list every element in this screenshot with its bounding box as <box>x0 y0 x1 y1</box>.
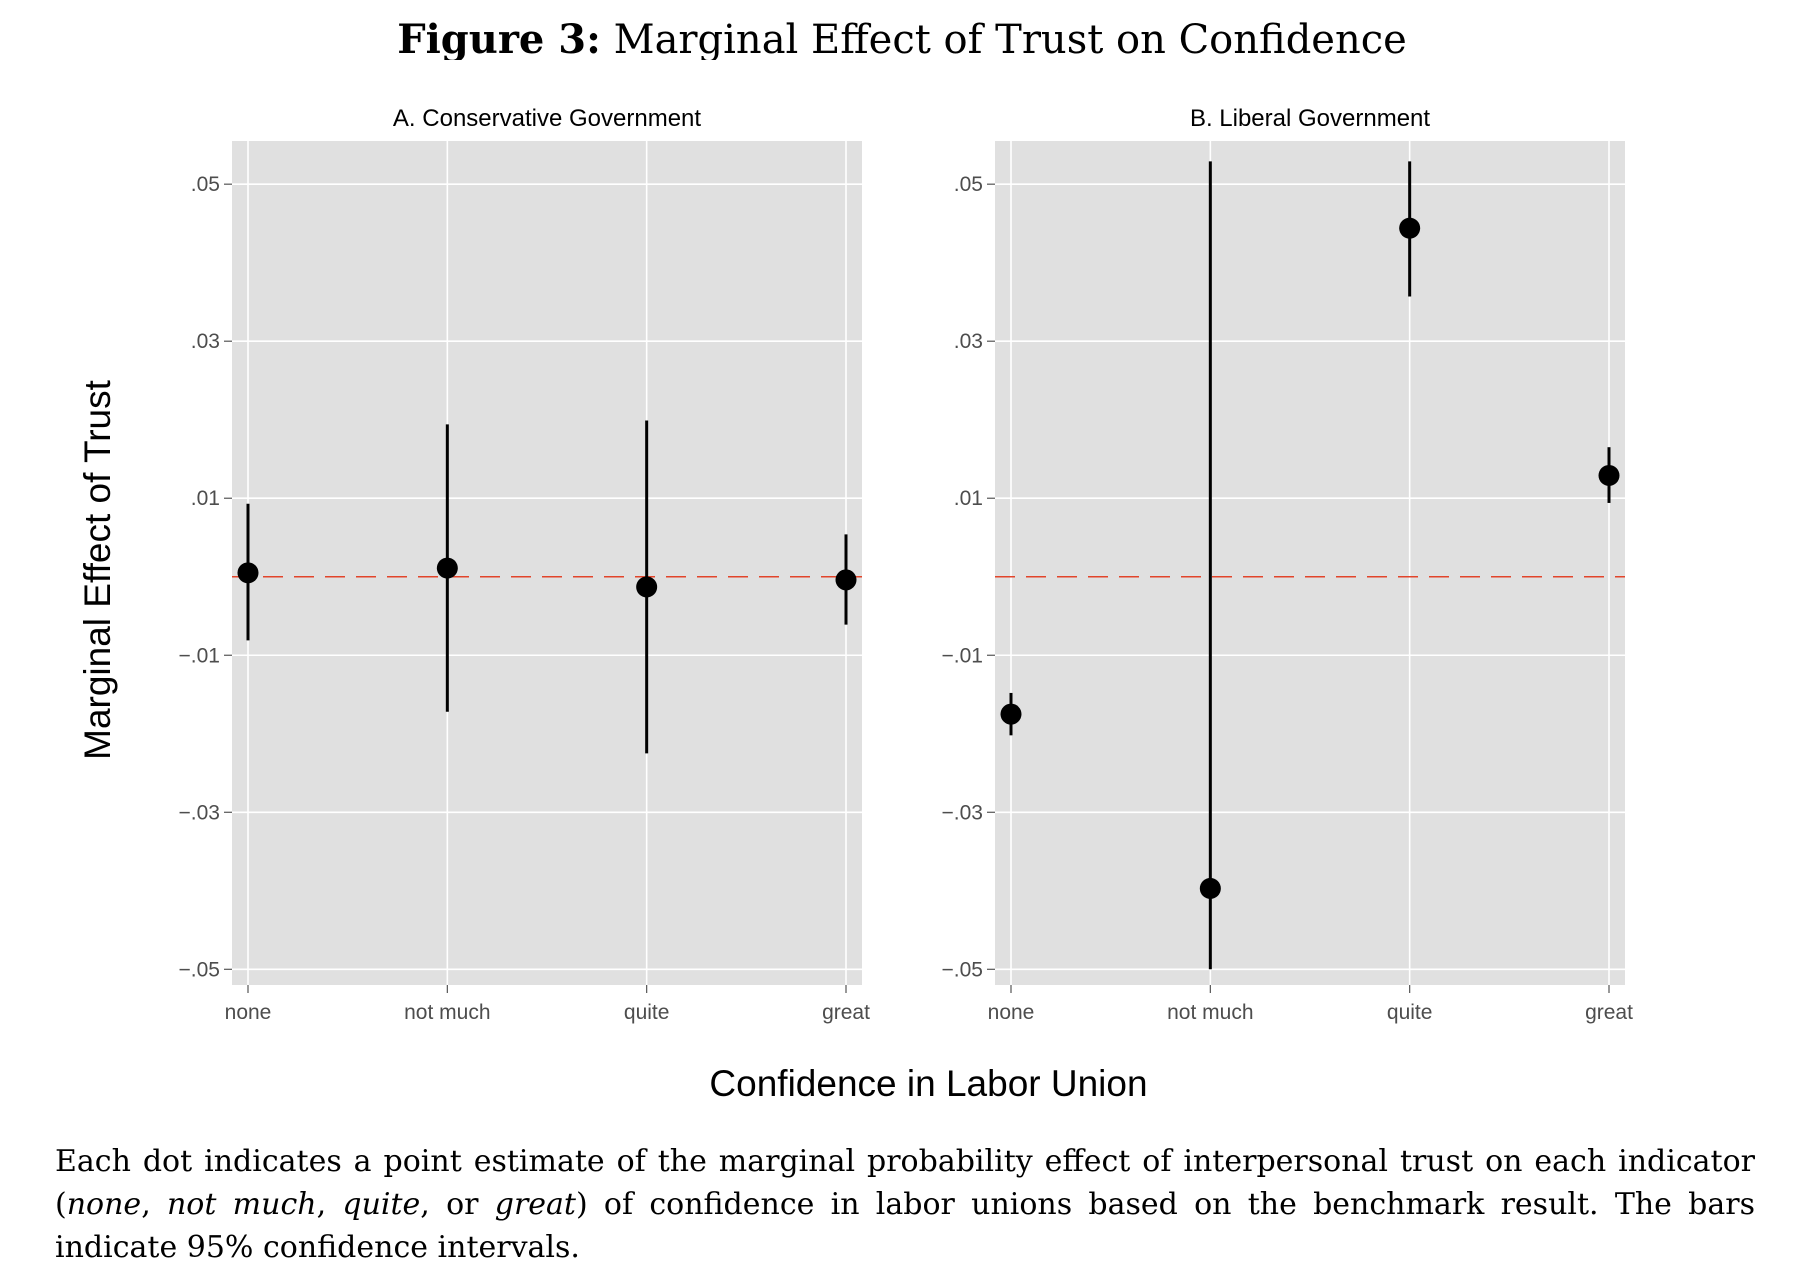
y-tick-label: −.05 <box>179 958 220 981</box>
figure-caption: Each dot indicates a point estimate of t… <box>55 1140 1755 1269</box>
point-estimate <box>636 576 658 598</box>
chart: A. Conservative Government .05 .03 .01 −.01 −… <box>77 105 1633 1104</box>
y-tick-label: −.01 <box>179 644 220 667</box>
panel-title: B. Liberal Government <box>1190 105 1430 132</box>
x-tick-label: none <box>225 1001 272 1024</box>
caption-term: not much <box>166 1187 317 1222</box>
y-axis-label: Marginal Effect of Trust <box>77 379 118 759</box>
figure-label: Figure 3: <box>397 16 601 60</box>
y-tick-label: .05 <box>954 173 983 196</box>
x-tick-label: quite <box>624 1001 670 1024</box>
point-estimate <box>835 569 857 591</box>
y-tick-label: −.03 <box>942 801 983 824</box>
panel-title: A. Conservative Government <box>393 105 701 132</box>
x-tick-label: great <box>1585 1001 1633 1024</box>
caption-term: none <box>66 1187 142 1222</box>
caption-text: ) of confidence in labor unions based on… <box>55 1187 1755 1265</box>
caption-text: Each dot indicates a point estimate of t… <box>55 1144 1755 1222</box>
y-tick-label: .05 <box>191 173 220 196</box>
x-axis-label: Confidence in Labor Union <box>709 1063 1147 1104</box>
x-tick-label: quite <box>1387 1001 1433 1024</box>
caption-term: great <box>494 1187 576 1222</box>
y-tick-label: .01 <box>191 487 220 510</box>
point-estimate <box>237 562 259 584</box>
x-tick-label: not much <box>404 1001 490 1024</box>
y-tick-label: .03 <box>191 330 220 353</box>
point-estimate <box>1598 464 1620 486</box>
caption-text: , <box>141 1187 167 1222</box>
point-estimate <box>1199 877 1221 899</box>
x-tick-label: none <box>988 1001 1035 1024</box>
point-estimate <box>1000 703 1022 725</box>
point-estimate <box>436 557 458 579</box>
figure-title: Figure 3: Marginal Effect of Trust on Co… <box>0 10 1804 60</box>
caption-text: , <box>316 1187 343 1222</box>
caption-term: quite <box>342 1187 421 1222</box>
y-tick-label: .03 <box>954 330 983 353</box>
caption-text: , or <box>420 1187 495 1222</box>
y-tick-label: −.03 <box>179 801 220 824</box>
x-tick-label: great <box>822 1001 870 1024</box>
y-tick-label: −.05 <box>942 958 983 981</box>
figure-title-text: Marginal Effect of Trust on Confidence <box>613 17 1407 60</box>
panel-background <box>995 141 1625 985</box>
y-tick-label: .01 <box>954 487 983 510</box>
x-tick-label: not much <box>1167 1001 1253 1024</box>
panel-background <box>232 141 862 985</box>
point-estimate <box>1399 217 1421 239</box>
y-tick-label: −.01 <box>942 644 983 667</box>
